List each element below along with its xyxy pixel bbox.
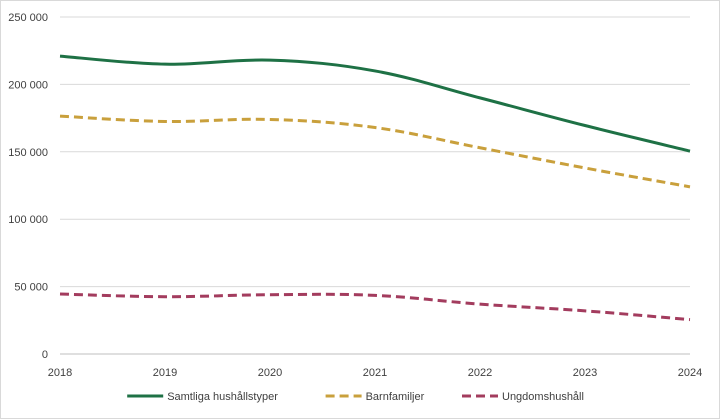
legend-label: Samtliga hushållstyper [167,391,278,403]
legend-label: Barnfamiljer [366,391,425,403]
series-line-samtliga-hushallstyper [59,54,691,153]
x-tick-label: 2022 [468,367,492,379]
legend: Samtliga hushållstyper Barnfamiljer Ungdom… [127,391,584,403]
series-line-ungdomshushall [59,292,691,322]
y-tick-label: 250 000 [8,12,48,24]
x-tick-label: 2020 [258,367,282,379]
y-tick-label: 200 000 [8,79,48,91]
x-tick-label: 2021 [363,367,387,379]
legend-label: Ungdomshushåll [502,391,584,403]
x-tick-label: 2019 [153,367,177,379]
gridlines [60,16,690,355]
x-axis-ticks: 2018 2019 2020 2021 2022 2023 2024 [48,367,702,379]
y-tick-label: 50 000 [14,282,48,294]
x-tick-label: 2018 [48,367,72,379]
y-axis-ticks: 0 50 000 100 000 150 000 200 000 250 000 [8,12,48,361]
series-lines [59,54,691,322]
y-tick-label: 100 000 [8,214,48,226]
y-tick-label: 150 000 [8,147,48,159]
legend-item-samtliga-hushallstyper: Samtliga hushållstyper [127,391,278,403]
legend-item-ungdomshushall: Ungdomshushåll [462,391,584,403]
legend-item-barnfamiljer: Barnfamiljer [325,391,425,403]
y-tick-label: 0 [42,349,48,361]
x-tick-label: 2023 [573,367,597,379]
series-line-barnfamiljer [59,114,691,189]
x-tick-label: 2024 [678,367,702,379]
